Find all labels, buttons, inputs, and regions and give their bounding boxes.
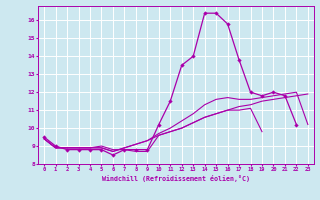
X-axis label: Windchill (Refroidissement éolien,°C): Windchill (Refroidissement éolien,°C) <box>102 175 250 182</box>
